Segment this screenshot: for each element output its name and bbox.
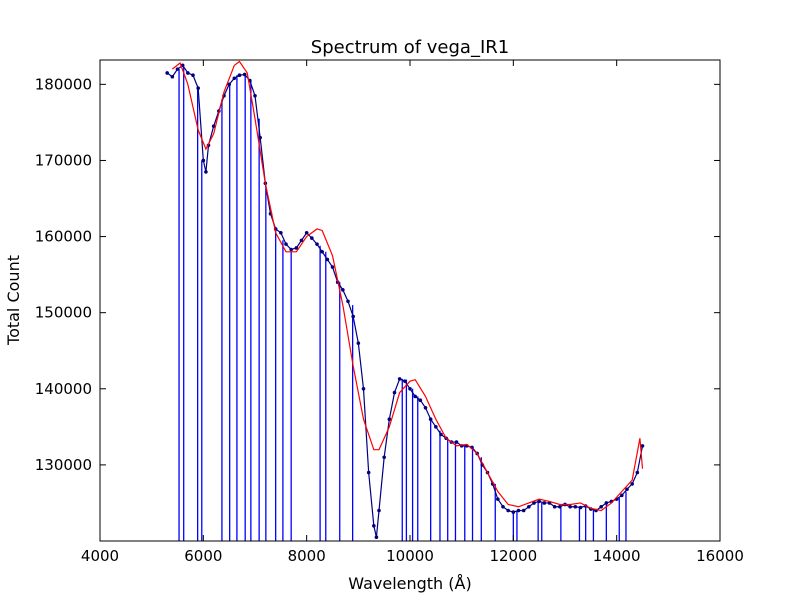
spectrum-point bbox=[227, 82, 231, 87]
spectrum-point bbox=[387, 417, 392, 422]
spectrum-point bbox=[374, 535, 379, 539]
spectrum-point bbox=[578, 505, 583, 510]
spectrum-point bbox=[237, 73, 242, 78]
y-tick-label: 180000 bbox=[35, 75, 92, 93]
spectrum-point bbox=[496, 497, 500, 501]
spectrum-point bbox=[351, 314, 355, 319]
spectrum-point bbox=[625, 487, 629, 492]
spectrum-point bbox=[454, 440, 459, 444]
spectrum-point bbox=[377, 508, 381, 513]
x-tick-label: 8000 bbox=[288, 547, 326, 565]
spectrum-point bbox=[640, 444, 645, 448]
spectrum-point bbox=[201, 158, 206, 163]
spectrum-point bbox=[289, 247, 293, 252]
spectrum-point bbox=[516, 508, 521, 513]
spectrum-point bbox=[501, 504, 505, 509]
spectrum-point bbox=[325, 257, 330, 262]
spectrum-point bbox=[310, 236, 314, 240]
spectrum-point bbox=[191, 73, 195, 78]
spectrum-point bbox=[175, 67, 180, 71]
spectrum-point bbox=[294, 246, 299, 250]
spectrum-point bbox=[315, 242, 319, 246]
spectrum-point bbox=[542, 501, 547, 505]
spectrum-point bbox=[558, 504, 562, 509]
spectrum-point bbox=[382, 455, 386, 460]
spectrum-point bbox=[186, 71, 190, 75]
x-tick-label: 6000 bbox=[184, 547, 222, 565]
spectrum-point bbox=[511, 510, 516, 514]
spectrum-point bbox=[397, 377, 402, 381]
chart-title: Spectrum of vega_IR1 bbox=[311, 37, 509, 58]
spectrum-point bbox=[253, 93, 257, 98]
spectrum-point bbox=[242, 72, 247, 77]
spectrum-point bbox=[279, 230, 283, 235]
spectrum-point bbox=[521, 508, 526, 513]
spectrum-point bbox=[392, 390, 397, 395]
spectrum-point bbox=[304, 230, 309, 235]
spectrum-point bbox=[552, 504, 557, 509]
spectrum-point bbox=[258, 135, 262, 140]
x-tick-label: 14000 bbox=[593, 547, 641, 565]
x-tick-label: 16000 bbox=[696, 547, 744, 565]
spectrum-point bbox=[599, 504, 603, 509]
spectrum-point bbox=[372, 523, 376, 528]
spectrum-point bbox=[196, 86, 200, 90]
spectrum-point bbox=[165, 71, 169, 75]
y-axis-label: Total Count bbox=[4, 255, 23, 346]
spectrum-point bbox=[320, 249, 324, 254]
spectrum-point bbox=[418, 398, 423, 403]
spectrum-point bbox=[635, 470, 640, 475]
spectrum-point bbox=[506, 508, 510, 513]
x-tick-label: 4000 bbox=[81, 547, 119, 565]
spectrum-point bbox=[428, 417, 433, 422]
spectrum-point bbox=[361, 386, 366, 391]
spectrum-point bbox=[573, 504, 578, 509]
spectrum-point bbox=[403, 379, 407, 383]
spectrum-point bbox=[527, 504, 531, 509]
y-tick-label: 160000 bbox=[35, 228, 92, 246]
spectrum-point bbox=[413, 394, 417, 399]
spectrum-point bbox=[341, 288, 345, 292]
fit-curve bbox=[171, 60, 644, 512]
spectrum-point bbox=[408, 386, 412, 391]
spectrum-point bbox=[537, 499, 541, 504]
spectrum-point bbox=[330, 265, 335, 269]
spectrum-point bbox=[439, 432, 443, 437]
spectrum-point bbox=[620, 493, 624, 498]
spectrum-point bbox=[630, 482, 634, 486]
spectrum-point bbox=[211, 124, 216, 129]
y-tick-label: 170000 bbox=[35, 151, 92, 169]
y-tick-label: 130000 bbox=[35, 456, 92, 474]
y-tick-label: 150000 bbox=[35, 304, 92, 322]
spectrum-point bbox=[204, 170, 208, 174]
spectrum-point bbox=[356, 341, 361, 345]
x-tick-label: 12000 bbox=[489, 547, 537, 565]
y-tick-label: 140000 bbox=[35, 380, 92, 398]
spectrum-point bbox=[232, 76, 237, 81]
spectrum-point bbox=[346, 299, 350, 304]
x-axis-label: Wavelength (Å) bbox=[348, 574, 471, 593]
spectrum-point bbox=[532, 501, 536, 505]
spectrum-point bbox=[284, 242, 288, 246]
x-tick-label: 10000 bbox=[386, 547, 434, 565]
spectrum-point bbox=[568, 504, 572, 509]
plot-area bbox=[165, 60, 645, 541]
spectrum-point bbox=[170, 74, 175, 79]
spectrum-point bbox=[366, 470, 371, 475]
spectrum-point bbox=[604, 501, 609, 505]
spectrum-point bbox=[423, 406, 428, 410]
spectrum-point bbox=[434, 425, 438, 429]
spectrum-point bbox=[299, 238, 304, 243]
